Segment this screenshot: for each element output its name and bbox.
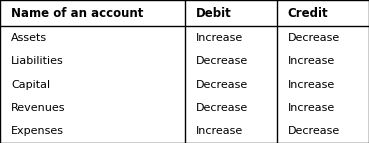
Text: Increase: Increase [288,56,335,66]
Text: Decrease: Decrease [196,56,248,66]
Text: Assets: Assets [11,33,47,43]
Text: Increase: Increase [196,126,243,136]
Text: Revenues: Revenues [11,103,66,113]
Text: Debit: Debit [196,7,231,20]
Text: Credit: Credit [288,7,328,20]
Text: Increase: Increase [288,80,335,90]
Text: Decrease: Decrease [196,80,248,90]
Text: Decrease: Decrease [288,33,340,43]
Text: Liabilities: Liabilities [11,56,64,66]
Text: Expenses: Expenses [11,126,64,136]
Text: Decrease: Decrease [196,103,248,113]
Text: Name of an account: Name of an account [11,7,144,20]
Text: Decrease: Decrease [288,126,340,136]
Text: Increase: Increase [288,103,335,113]
Text: Capital: Capital [11,80,50,90]
Text: Increase: Increase [196,33,243,43]
